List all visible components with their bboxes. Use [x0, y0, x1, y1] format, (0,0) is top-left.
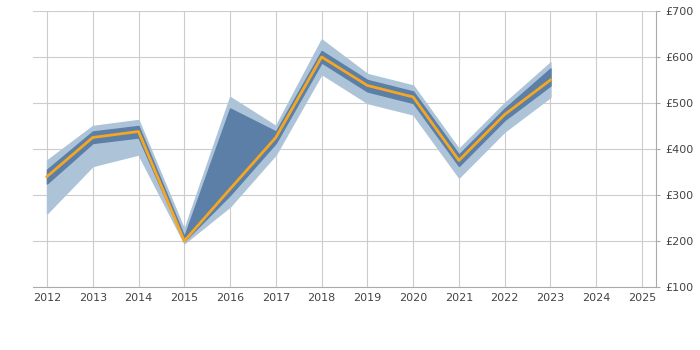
Legend: Median, 25th to 75th Percentile Range, 10th to 90th Percentile Range: Median, 25th to 75th Percentile Range, 1… — [44, 347, 596, 350]
